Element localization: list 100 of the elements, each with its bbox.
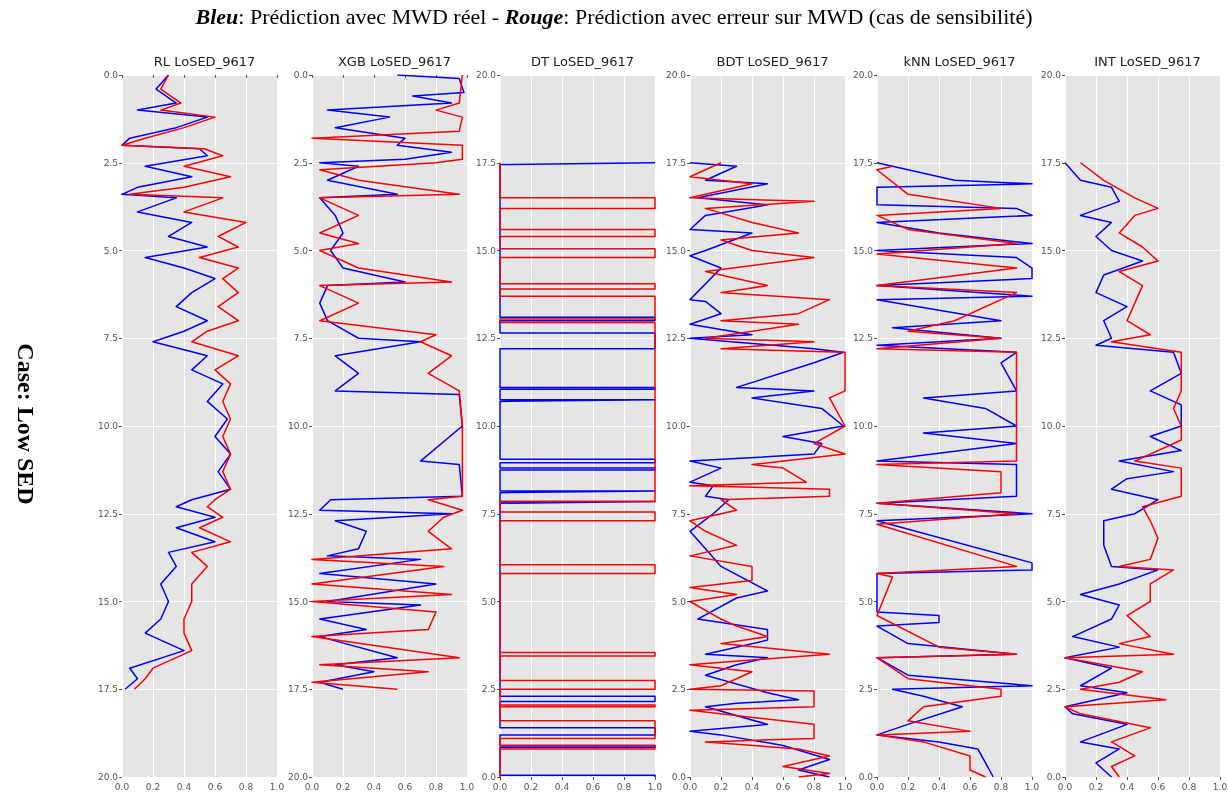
y-tick-label: 20.0	[665, 70, 687, 80]
y-tick-label: 20.0	[287, 772, 309, 782]
x-tick-label: 0.4	[366, 781, 382, 792]
x-tick-label: 0.4	[1119, 781, 1135, 792]
x-tick-label: 0.6	[207, 781, 223, 792]
x-tick-label: 0.0	[492, 781, 508, 792]
x-tick-label: 0.2	[145, 781, 161, 792]
x-tick-label: 0.6	[1150, 781, 1166, 792]
y-tick-label: 2.5	[858, 684, 873, 695]
y-tick-label: 2.5	[671, 684, 686, 695]
x-tick-label: 0.4	[931, 781, 947, 792]
y-tick-label: 10.0	[475, 421, 497, 431]
chart-title: DT LoSED_9617	[530, 54, 635, 69]
x-tick-label: 0.0	[1057, 781, 1073, 792]
x-tick-label: 0.8	[993, 781, 1009, 792]
x-tick-label: 0.0	[869, 781, 885, 792]
chart-title: INT LoSED_9617	[1094, 54, 1201, 69]
x-tick-label: 0.6	[397, 781, 413, 792]
x-tick-label: 1.0	[647, 781, 663, 792]
y-tick-label: 12.5	[97, 508, 118, 519]
text: Case: Low SED	[11, 343, 39, 505]
x-tick-label: 0.8	[1181, 781, 1197, 792]
chart-title: RL LoSED_9617	[153, 54, 256, 69]
x-tick-label: 0.0	[682, 781, 698, 792]
y-tick-label: 7.5	[293, 333, 308, 344]
y-tick-label: 0.0	[1046, 772, 1062, 782]
y-tick-label: 15.0	[97, 596, 119, 607]
y-tick-label: 17.5	[852, 157, 873, 168]
y-tick-label: 15.0	[852, 245, 874, 256]
text: Bleu: Prédiction avec MWD réel - Rouge: Prédiction avec erreur sur MWD (cas de sensibilité)	[194, 4, 1034, 30]
y-tick-label: 17.5	[287, 684, 308, 695]
x-tick-label: 0.6	[775, 781, 791, 792]
y-tick-label: 5.0	[1046, 596, 1062, 607]
x-tick-label: 0.8	[616, 781, 632, 792]
x-tick-label: 0.0	[114, 781, 130, 792]
y-tick-label: 2.5	[103, 157, 118, 168]
x-tick-label: 0.4	[554, 781, 570, 792]
chart-title: BDT LoSED_9617	[716, 54, 829, 69]
y-tick-label: 10.0	[1040, 421, 1062, 431]
x-tick-label: 0.2	[523, 781, 539, 792]
x-tick-label: 0.8	[428, 781, 444, 792]
y-tick-label: 15.0	[287, 596, 309, 607]
y-tick-label: 5.0	[858, 596, 874, 607]
y-tick-label: 2.5	[293, 157, 308, 168]
y-tick-label: 20.0	[475, 70, 497, 80]
y-tick-label: 10.0	[97, 421, 119, 431]
y-tick-label: 15.0	[475, 245, 497, 256]
y-tick-label: 7.5	[858, 508, 873, 519]
x-tick-label: 0.0	[304, 781, 320, 792]
x-tick-label: 0.6	[585, 781, 601, 792]
y-tick-label: 0.0	[293, 70, 309, 80]
y-tick-label: 10.0	[852, 421, 874, 431]
y-tick-label: 0.0	[858, 772, 874, 782]
x-tick-label: 0.2	[900, 781, 916, 792]
x-tick-label: 1.0	[1212, 781, 1228, 792]
y-tick-label: 20.0	[97, 772, 119, 782]
y-tick-label: 7.5	[103, 333, 118, 344]
y-tick-label: 2.5	[1046, 684, 1061, 695]
y-tick-label: 10.0	[665, 421, 687, 431]
y-tick-label: 5.0	[481, 596, 497, 607]
y-tick-label: 12.5	[852, 333, 873, 344]
x-tick-label: 0.4	[176, 781, 192, 792]
y-tick-label: 0.0	[671, 772, 687, 782]
x-tick-label: 1.0	[459, 781, 475, 792]
y-tick-label: 10.0	[287, 421, 309, 431]
y-tick-label: 17.5	[97, 684, 118, 695]
x-tick-label: 1.0	[837, 781, 853, 792]
x-tick-label: 0.2	[335, 781, 351, 792]
y-tick-label: 7.5	[481, 508, 496, 519]
y-tick-label: 15.0	[1040, 245, 1062, 256]
y-tick-label: 12.5	[1040, 333, 1061, 344]
line-series	[499, 162, 656, 778]
y-tick-label: 17.5	[1040, 157, 1061, 168]
y-tick-label: 7.5	[1046, 508, 1061, 519]
y-tick-label: 17.5	[475, 157, 496, 168]
y-tick-label: 12.5	[475, 333, 496, 344]
y-tick-label: 0.0	[481, 772, 497, 782]
x-tick-label: 0.8	[806, 781, 822, 792]
y-tick-label: 20.0	[852, 70, 874, 80]
x-tick-label: 0.2	[1088, 781, 1104, 792]
y-tick-label: 12.5	[287, 508, 308, 519]
chart-title: kNN LoSED_9617	[903, 54, 1016, 69]
y-tick-label: 5.0	[293, 245, 309, 256]
x-tick-label: 0.6	[962, 781, 978, 792]
y-tick-label: 7.5	[671, 508, 686, 519]
x-tick-label: 0.8	[238, 781, 254, 792]
y-tick-label: 17.5	[665, 157, 686, 168]
y-tick-label: 2.5	[481, 684, 496, 695]
y-tick-label: 5.0	[671, 596, 687, 607]
chart-title: XGB LoSED_9617	[337, 54, 452, 69]
y-tick-label: 0.0	[103, 70, 119, 80]
x-tick-label: 0.4	[744, 781, 760, 792]
y-tick-label: 12.5	[665, 333, 686, 344]
x-tick-label: 0.2	[713, 781, 729, 792]
y-tick-label: 15.0	[665, 245, 687, 256]
y-tick-label: 20.0	[1040, 70, 1062, 80]
y-tick-label: 5.0	[103, 245, 119, 256]
line-series	[1064, 162, 1182, 778]
x-tick-label: 1.0	[1024, 781, 1040, 792]
x-tick-label: 1.0	[269, 781, 285, 792]
